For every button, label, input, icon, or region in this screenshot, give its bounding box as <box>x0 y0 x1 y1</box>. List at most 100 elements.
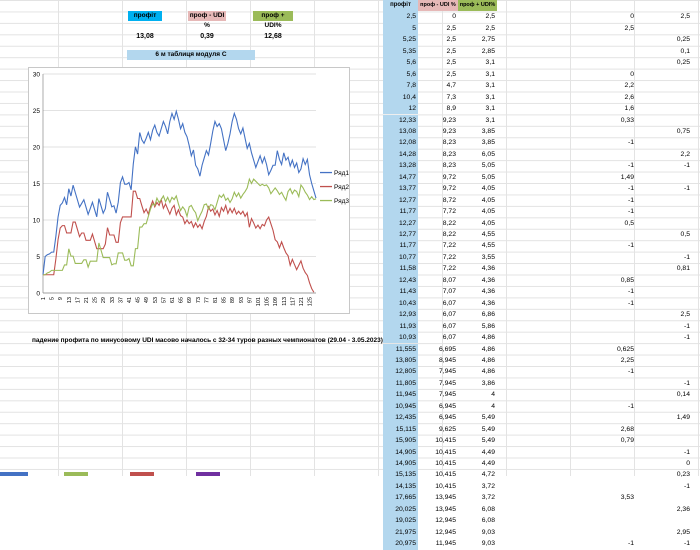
table-cell[interactable]: 3,85 <box>481 127 495 135</box>
table-cell[interactable]: 11,77 <box>383 206 418 218</box>
table-cell[interactable]: 14,905 <box>383 458 418 470</box>
table-cell[interactable]: 9,23 <box>442 116 456 124</box>
right-value-cell[interactable]: 0 <box>630 70 634 78</box>
table-cell[interactable]: 19,025 <box>383 515 418 527</box>
table-cell[interactable]: 8,23 <box>442 150 456 158</box>
series-line-1[interactable] <box>42 109 317 275</box>
table-cell[interactable]: 4 <box>491 402 495 410</box>
table-cell[interactable]: 11,555 <box>383 343 418 355</box>
right-value-cell[interactable]: -1 <box>683 482 690 490</box>
table-cell[interactable]: 7,945 <box>438 391 456 399</box>
table-cell[interactable]: 5,49 <box>481 425 495 433</box>
right-value-cell[interactable]: 2,95 <box>676 528 690 536</box>
table-cell[interactable]: 5,6 <box>383 68 418 81</box>
table-cell[interactable]: 7,22 <box>442 253 456 261</box>
table-cell[interactable]: 3,1 <box>485 70 495 78</box>
table-cell[interactable]: 6,695 <box>438 345 456 353</box>
right-value-cell[interactable]: -1 <box>627 368 634 376</box>
table-cell[interactable]: 12,77 <box>383 229 418 241</box>
table-cell[interactable]: 8,23 <box>442 139 456 147</box>
right-value-cell[interactable]: 0,85 <box>620 276 634 284</box>
table-cell[interactable]: 5,05 <box>481 173 495 181</box>
right-value-cell[interactable]: -1 <box>683 540 690 548</box>
right-value-cell[interactable]: 0,25 <box>676 59 690 67</box>
table-cell[interactable]: 10,415 <box>435 437 456 445</box>
table-cell[interactable]: 5,49 <box>481 437 495 445</box>
table-cell[interactable]: 9,72 <box>442 185 456 193</box>
table-cell[interactable]: 12,43 <box>383 274 418 287</box>
table-cell[interactable]: 10,415 <box>435 471 456 479</box>
table-cell[interactable]: 11,77 <box>383 240 418 252</box>
line-chart[interactable]: 0 5 10 15 20 25 30 1 5 9 13 17 21 25 29 33 37 41 45 49 53 57 6… <box>28 67 350 314</box>
table-cell[interactable]: 20,975 <box>383 538 418 550</box>
table-cell[interactable]: 7,22 <box>442 242 456 250</box>
table-cell[interactable]: 13,945 <box>435 505 456 513</box>
table-cell[interactable]: 5,05 <box>481 162 495 170</box>
table-cell[interactable]: 4,86 <box>481 368 495 376</box>
right-value-cell[interactable]: 0,33 <box>620 116 634 124</box>
table-cell[interactable]: 7,8 <box>383 80 418 92</box>
right-value-cell[interactable]: -1 <box>683 379 690 387</box>
sheet-tab-strip-2[interactable] <box>64 472 88 476</box>
col-header-minus[interactable]: проф - UDI % <box>418 0 458 12</box>
table-cell[interactable]: 4,72 <box>481 471 495 479</box>
right-value-cell[interactable]: 1,6 <box>624 105 634 113</box>
right-value-cell[interactable]: -1 <box>627 242 634 250</box>
table-cell[interactable]: 13,77 <box>383 183 418 195</box>
table-cell[interactable]: 4,86 <box>481 334 495 342</box>
table-cell[interactable]: 6,86 <box>481 311 495 319</box>
right-value-cell[interactable]: 2,2 <box>680 150 690 158</box>
right-value-cell[interactable]: 2,5 <box>624 24 634 32</box>
table-cell[interactable]: 9,23 <box>442 127 456 135</box>
table-cell[interactable]: 6,945 <box>438 414 456 422</box>
table-cell[interactable]: 12,93 <box>383 309 418 321</box>
right-value-cell[interactable]: -1 <box>627 162 634 170</box>
col-header-profit[interactable]: профіт <box>383 0 418 12</box>
table-cell[interactable]: 4,05 <box>481 185 495 193</box>
table-cell[interactable]: 3,72 <box>481 494 495 502</box>
header-profit-minus-udi[interactable]: проф - UDI % <box>188 11 226 29</box>
table-cell[interactable]: 4 <box>491 391 495 399</box>
table-cell[interactable]: 6,07 <box>442 322 456 330</box>
table-cell[interactable]: 15,905 <box>383 435 418 447</box>
right-value-cell[interactable]: 2,5 <box>680 13 690 21</box>
table-cell[interactable]: 6,945 <box>438 402 456 410</box>
table-cell[interactable]: 8,23 <box>442 162 456 170</box>
right-value-cell[interactable]: 1,49 <box>676 414 690 422</box>
table-cell[interactable]: 3,1 <box>485 105 495 113</box>
profit-minus-udi-value[interactable]: 0,39 <box>200 33 214 40</box>
right-value-cell[interactable]: -1 <box>627 139 634 147</box>
right-value-cell[interactable]: 2,2 <box>624 82 634 90</box>
table-cell[interactable]: 11,805 <box>383 377 418 390</box>
table-cell[interactable]: 10,77 <box>383 251 418 264</box>
right-value-cell[interactable]: 0,81 <box>676 265 690 273</box>
table-cell[interactable]: 12,33 <box>383 114 418 126</box>
table-cell[interactable]: 4,36 <box>481 299 495 307</box>
table-cell[interactable]: 0 <box>452 13 456 21</box>
table-cell[interactable]: 7,07 <box>442 288 456 296</box>
right-value-cell[interactable]: 0,5 <box>624 219 634 227</box>
right-value-cell[interactable]: 2,6 <box>624 93 634 101</box>
table-cell[interactable]: 10,43 <box>383 297 418 310</box>
header-profit-plus-udi[interactable]: проф + UDI% <box>253 11 293 29</box>
right-value-cell[interactable]: 0,79 <box>620 437 634 445</box>
right-value-cell[interactable]: 0 <box>630 13 634 21</box>
table-cell[interactable]: 7,72 <box>442 208 456 216</box>
table-cell[interactable]: 2,75 <box>481 36 495 44</box>
table-cell[interactable]: 5,6 <box>383 57 418 69</box>
table-cell[interactable]: 14,28 <box>383 148 418 161</box>
profit-plus-udi-value[interactable]: 12,68 <box>264 33 282 40</box>
table-cell[interactable]: 4,86 <box>481 345 495 353</box>
table-cell[interactable]: 7,3 <box>446 93 456 101</box>
legend-label[interactable]: Ряд3 <box>334 198 349 205</box>
right-value-cell[interactable]: 0,1 <box>680 47 690 55</box>
table-cell[interactable]: 14,135 <box>383 480 418 493</box>
table-cell[interactable]: 7,22 <box>442 265 456 273</box>
table-cell[interactable]: 6,08 <box>481 505 495 513</box>
right-value-cell[interactable]: 1,49 <box>620 173 634 181</box>
table-cell[interactable]: 12,27 <box>383 217 418 229</box>
table-cell[interactable]: 11,945 <box>383 389 418 401</box>
right-value-cell[interactable]: -1 <box>627 208 634 216</box>
table-cell[interactable]: 13,805 <box>383 354 418 367</box>
table-cell[interactable]: 4,55 <box>481 231 495 238</box>
